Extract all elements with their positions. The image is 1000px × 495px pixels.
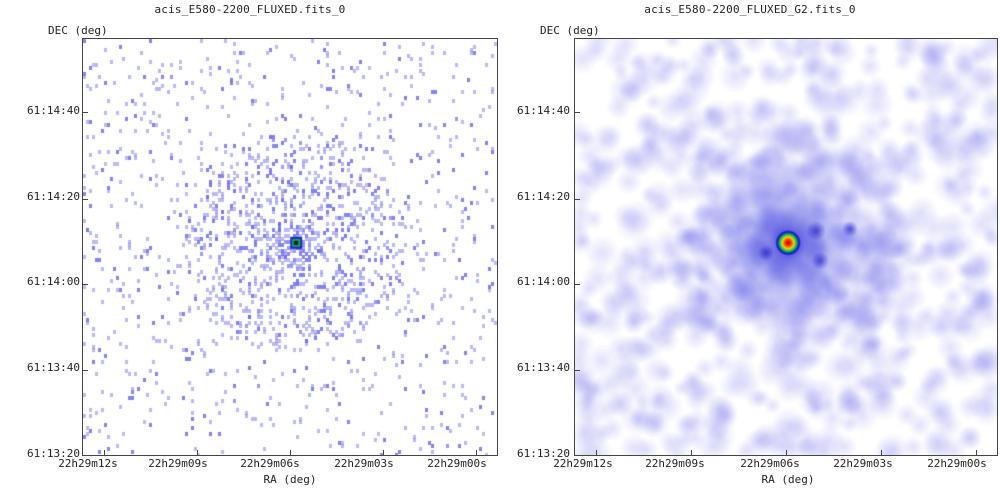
y-tick-label: 61:14:40 — [27, 104, 80, 117]
y-tick-label: 61:14:40 — [517, 104, 570, 117]
y-tick-label: 61:13:40 — [517, 361, 570, 374]
x-tick-mark — [103, 450, 105, 456]
heatmap-canvas-raw — [83, 39, 497, 455]
plot-title: acis_E580-2200_FLUXED.fits_0 — [154, 3, 346, 16]
x-tick-label: 22h29m00s — [427, 457, 487, 470]
y-tick-mark — [82, 284, 88, 286]
x-tick-mark — [880, 450, 882, 456]
x-tick-mark — [196, 450, 198, 456]
plot-title: acis_E580-2200_FLUXED_G2.fits_0 — [644, 3, 856, 16]
x-tick-label: 22h29m09s — [148, 457, 208, 470]
heatmap-canvas-smoothed — [575, 39, 997, 455]
y-tick-label: 61:14:20 — [517, 190, 570, 203]
y-tick-mark — [82, 199, 88, 201]
x-tick-label: 22h29m09s — [645, 457, 705, 470]
x-tick-mark — [596, 450, 598, 456]
y-tick-label: 61:13:20 — [517, 447, 570, 460]
panel-smoothed: acis_E580-2200_FLUXED_G2.fits_0 DEC (deg… — [500, 0, 1000, 495]
y-axis-label: DEC (deg) — [48, 24, 108, 37]
y-tick-mark — [82, 369, 88, 371]
x-tick-label: 22h29m03s — [833, 457, 893, 470]
y-tick-label: 61:13:20 — [27, 447, 80, 460]
y-tick-mark — [574, 369, 580, 371]
y-tick-mark — [574, 199, 580, 201]
y-axis-label: DEC (deg) — [540, 24, 600, 37]
plot-area-raw[interactable] — [82, 38, 498, 456]
x-tick-mark — [383, 450, 385, 456]
x-tick-mark — [975, 450, 977, 456]
x-tick-mark — [290, 450, 291, 456]
x-tick-label: 22h29m03s — [334, 457, 394, 470]
y-tick-label: 61:14:20 — [27, 190, 80, 203]
x-tick-mark — [691, 450, 693, 456]
x-axis-label: RA (deg) — [263, 473, 317, 486]
x-tick-mark — [476, 450, 478, 456]
plot-area-smoothed[interactable] — [574, 38, 998, 456]
y-tick-mark — [574, 111, 580, 113]
y-tick-mark — [574, 284, 580, 286]
x-tick-label: 22h29m12s — [553, 457, 613, 470]
x-tick-label: 22h29m12s — [58, 457, 118, 470]
x-axis-label: RA (deg) — [761, 473, 815, 486]
y-tick-label: 61:14:00 — [517, 275, 570, 288]
y-tick-mark — [82, 111, 88, 113]
x-tick-label: 22h29m06s — [740, 457, 800, 470]
x-tick-label: 22h29m06s — [240, 457, 300, 470]
y-tick-label: 61:14:00 — [27, 275, 80, 288]
x-tick-mark — [786, 450, 787, 456]
y-tick-label: 61:13:40 — [27, 361, 80, 374]
x-tick-label: 22h29m00s — [927, 457, 987, 470]
panel-raw: acis_E580-2200_FLUXED.fits_0 DEC (deg) 6… — [27, 3, 498, 486]
